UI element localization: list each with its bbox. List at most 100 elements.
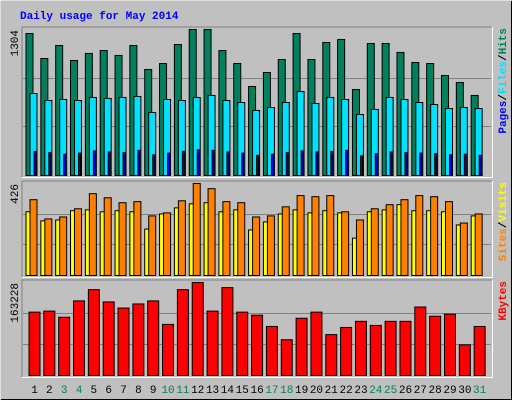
panel-bevel-light (22, 181, 493, 278)
bar (221, 287, 234, 376)
bar (315, 151, 319, 177)
bar (415, 195, 424, 277)
bar (266, 215, 275, 276)
bar (102, 301, 115, 377)
bar (133, 201, 142, 276)
bar (211, 149, 215, 177)
legend-separator: / (498, 94, 510, 101)
bar (443, 313, 456, 377)
bar (33, 150, 37, 177)
bar (473, 325, 486, 377)
panel-bevel-light (22, 280, 493, 378)
bar (419, 152, 423, 176)
legend-separator: / (498, 221, 510, 228)
bar (345, 149, 349, 177)
bar (384, 320, 397, 376)
panel-bevel-dark (21, 180, 492, 277)
bar (191, 282, 204, 376)
bar (252, 109, 261, 176)
x-tick-label: 17 (265, 385, 278, 397)
x-tick-label: 13 (206, 385, 219, 397)
x-tick-label: 15 (236, 385, 249, 397)
bar (132, 303, 145, 376)
bar (236, 311, 249, 376)
x-tick-label: 21 (325, 385, 339, 397)
bar (44, 218, 53, 277)
x-tick-label: 27 (414, 385, 427, 397)
bar (74, 208, 83, 276)
bar (237, 202, 246, 276)
bar (226, 151, 230, 177)
legend: Sites/Visits (498, 182, 510, 261)
x-tick-label: 31 (473, 385, 487, 397)
bar (207, 188, 216, 277)
bar (429, 315, 442, 376)
bar (285, 152, 289, 176)
bar (107, 151, 111, 177)
bar (48, 152, 52, 176)
y-tick-label: 426 (10, 184, 22, 204)
bar (192, 183, 201, 276)
legend-entry: Hits (498, 28, 510, 54)
bar (92, 150, 96, 177)
bar (251, 314, 264, 377)
bar (265, 325, 278, 377)
bar (325, 334, 338, 376)
bar (459, 222, 468, 277)
bar (295, 317, 308, 377)
y-tick-label: 163228 (10, 283, 22, 323)
x-tick-label: 10 (161, 385, 174, 397)
bar (58, 316, 71, 376)
panel-bevel-light (22, 27, 493, 178)
x-tick-label: 7 (120, 385, 127, 397)
x-tick-label: 16 (250, 385, 263, 397)
bar (78, 152, 82, 176)
y-tick-label: 1304 (10, 30, 22, 57)
x-tick-label: 11 (176, 385, 190, 397)
bar (400, 199, 409, 277)
bar (28, 311, 41, 376)
bar (369, 324, 382, 377)
bar (448, 154, 452, 176)
bar (59, 216, 68, 277)
bar (167, 152, 171, 176)
bar (280, 339, 293, 377)
bar (270, 153, 274, 176)
bar (222, 201, 231, 276)
bar (341, 211, 350, 276)
bar (152, 154, 156, 176)
bar (118, 202, 127, 276)
bar (122, 152, 126, 176)
x-tick-label: 19 (295, 385, 308, 397)
panel-bevel-dark (21, 26, 492, 177)
bar (256, 154, 260, 176)
legend-entry: Sites (498, 228, 510, 261)
legend-entry: Pages (498, 101, 510, 134)
bar (430, 196, 439, 276)
x-tick-label: 14 (221, 385, 235, 397)
bar (181, 150, 185, 177)
bar (463, 153, 467, 176)
bar (330, 150, 334, 177)
x-tick-label: 28 (429, 385, 442, 397)
bar (43, 310, 56, 377)
x-tick-label: 3 (61, 385, 68, 397)
legend-entry: Files (498, 61, 510, 94)
bar (73, 300, 86, 377)
bar (374, 153, 378, 176)
bar (434, 153, 438, 176)
x-tick-label: 8 (135, 385, 142, 397)
bar (176, 289, 189, 376)
bar (414, 306, 427, 376)
bar (370, 208, 379, 276)
bar (137, 149, 141, 177)
bar (252, 216, 261, 277)
x-tick-label: 25 (384, 385, 397, 397)
bar (354, 320, 367, 376)
bar (177, 200, 186, 276)
x-tick-label: 23 (354, 385, 367, 397)
bar (300, 150, 304, 177)
x-tick-label: 5 (91, 385, 98, 397)
x-tick-label: 6 (105, 385, 112, 397)
bar (117, 307, 130, 376)
